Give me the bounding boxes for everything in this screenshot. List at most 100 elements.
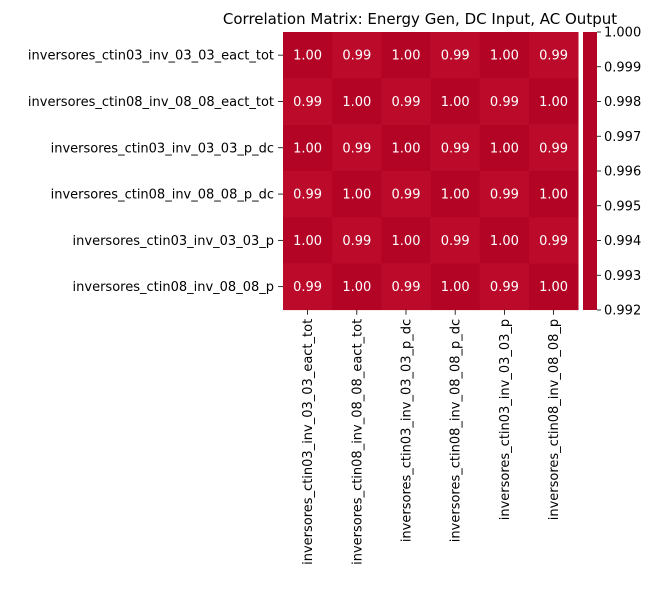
row-tick-label: inversores_ctin03_inv_03_03_eact_tot (28, 49, 274, 64)
heatmap-cell (479, 170, 530, 218)
heatmap-cell (479, 78, 530, 125)
heatmap-cell (430, 217, 481, 264)
column-tick-label: inversores_ctin03_inv_03_03_p (498, 319, 513, 520)
cell-value-label: 0.99 (490, 188, 519, 203)
cell-value-label: 1.00 (293, 49, 322, 64)
heatmap-cell (529, 263, 579, 311)
column-tick-labels: inversores_ctin03_inv_03_03_eact_tot inve… (301, 309, 562, 565)
cell-value-label: 0.99 (342, 141, 371, 156)
chart-title: Correlation Matrix: Energy Gen, DC Input… (223, 10, 617, 28)
cell-value-label: 1.00 (342, 188, 371, 203)
cell-value-label: 0.99 (392, 95, 421, 110)
cell-value-label: 0.99 (342, 234, 371, 249)
cell-value-label: 1.00 (441, 188, 470, 203)
colorbar-tick-label: 0.994 (604, 234, 641, 249)
heatmap-cell (381, 124, 431, 172)
heatmap-cell (430, 170, 481, 218)
cell-value-label: 1.00 (392, 141, 421, 156)
heatmap-cell (283, 124, 333, 172)
heatmap-cell (332, 32, 382, 79)
heatmap-cell (529, 170, 579, 218)
heatmap-cell (479, 124, 530, 172)
cell-value-label: 0.99 (293, 280, 322, 295)
cell-value-label: 1.00 (392, 234, 421, 249)
heatmap-cell (430, 263, 481, 311)
column-tick-label: inversores_ctin08_inv_08_08_p (547, 319, 562, 520)
colorbar-tick-label: 0.996 (604, 165, 641, 180)
colorbar-tick-label: 0.997 (604, 130, 641, 145)
cell-value-label: 1.00 (342, 95, 371, 110)
cell-value-label: 0.99 (490, 280, 519, 295)
cell-value-label: 0.99 (392, 188, 421, 203)
heatmap-cell (332, 124, 382, 172)
heatmap-cell (430, 124, 481, 172)
cell-value-label: 1.00 (441, 280, 470, 295)
cell-value-label: 1.00 (539, 95, 568, 110)
heatmap-cell (430, 32, 481, 79)
heatmap-cell (381, 78, 431, 125)
heatmap-cell (381, 217, 431, 264)
cell-value-label: 0.99 (490, 95, 519, 110)
cell-value-label: 0.99 (539, 234, 568, 249)
heatmap-cell (283, 170, 333, 218)
column-tick-label: inversores_ctin08_inv_08_08_p_dc (449, 319, 464, 542)
heatmap-cell (529, 78, 579, 125)
colorbar-tick-label: 0.995 (604, 199, 641, 214)
cell-value-label: 1.00 (490, 141, 519, 156)
cell-value-label: 0.99 (293, 188, 322, 203)
colorbar-tick-label: 0.993 (604, 269, 641, 284)
heatmap-cell (529, 124, 579, 172)
colorbar-tick-label: 0.998 (604, 95, 641, 110)
cell-value-label: 1.00 (441, 95, 470, 110)
heatmap-cell-labels: 1.00 0.99 1.00 0.99 1.00 0.99 0.99 1.00 0.99 1.00… (293, 49, 568, 295)
row-tick-labels: inversores_ctin03_inv_03_03_eact_totinve… (28, 49, 283, 295)
cell-value-label: 0.99 (392, 280, 421, 295)
heatmap-cell (381, 263, 431, 311)
row-tick-label: inversores_ctin08_inv_08_08_eact_tot (28, 95, 274, 110)
cell-value-label: 1.00 (293, 234, 322, 249)
heatmap-cell (529, 32, 579, 79)
cell-value-label: 0.99 (539, 141, 568, 156)
cell-value-label: 0.99 (441, 141, 470, 156)
column-tick-label: inversores_ctin03_inv_03_03_p_dc (400, 319, 415, 542)
colorbar-tick-label: 0.999 (604, 60, 641, 75)
cell-value-label: 1.00 (490, 234, 519, 249)
column-tick-label: inversores_ctin03_inv_03_03_eact_tot (301, 319, 316, 565)
cell-value-label: 0.99 (342, 49, 371, 64)
row-tick-label: inversores_ctin08_inv_08_08_p_dc (51, 188, 274, 203)
heatmap-cell (283, 217, 333, 264)
heatmap-cell (381, 32, 431, 79)
cell-value-label: 0.99 (539, 49, 568, 64)
colorbar-tick-label: 1.000 (604, 26, 641, 41)
heatmap-cell (283, 263, 333, 311)
row-tick-label: inversores_ctin08_inv_08_08_p (73, 280, 274, 295)
cell-value-label: 1.00 (539, 280, 568, 295)
cell-value-label: 0.99 (293, 95, 322, 110)
heatmap-cell (529, 217, 579, 264)
colorbar-fill (583, 32, 597, 310)
heatmap-cell (332, 170, 382, 218)
heatmap-cells (283, 32, 579, 311)
colorbar: 1.000 0.999 0.998 0.997 0.996 0.995 0.994 0.993… (583, 26, 641, 319)
cell-value-label: 1.00 (293, 141, 322, 156)
cell-value-label: 1.00 (342, 280, 371, 295)
row-tick-label: inversores_ctin03_inv_03_03_p_dc (51, 141, 274, 156)
cell-value-label: 0.99 (441, 234, 470, 249)
column-tick-label: inversores_ctin08_inv_08_08_eact_tot (350, 319, 365, 565)
heatmap-cell (332, 78, 382, 125)
heatmap-cell (283, 78, 333, 125)
heatmap-cell (283, 32, 333, 79)
heatmap-cell (479, 32, 530, 79)
heatmap-cell (479, 217, 530, 264)
colorbar-tick-label: 0.992 (604, 304, 641, 319)
cell-value-label: 1.00 (392, 49, 421, 64)
heatmap-cell (332, 263, 382, 311)
heatmap-cell (332, 217, 382, 264)
cell-value-label: 0.99 (441, 49, 470, 64)
row-tick-label: inversores_ctin03_inv_03_03_p (73, 234, 274, 249)
heatmap-cell (430, 78, 481, 125)
cell-value-label: 1.00 (490, 49, 519, 64)
heatmap-cell (479, 263, 530, 311)
